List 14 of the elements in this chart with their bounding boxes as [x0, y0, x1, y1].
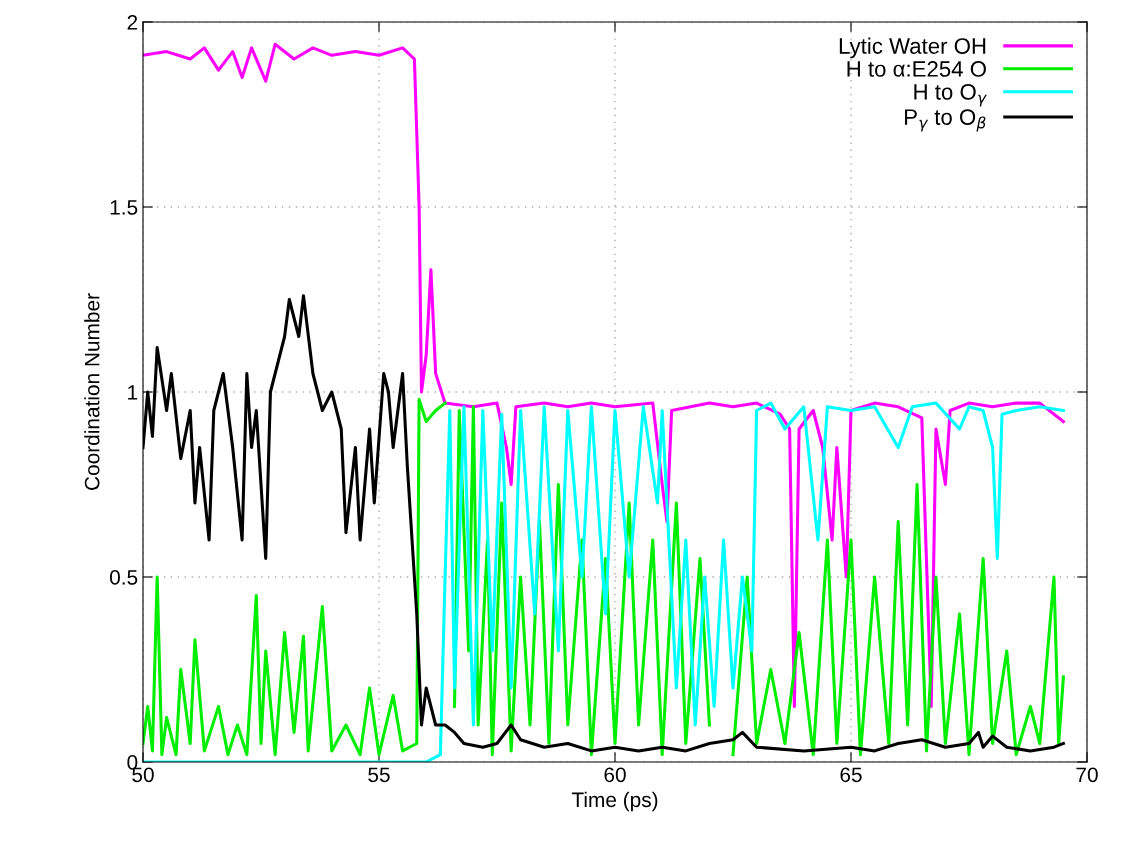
y-tick-label: 1	[128, 385, 138, 400]
y-axis-title: Coordination Number	[84, 293, 100, 490]
legend-label: H to O$_{γ}$	[914, 83, 987, 107]
x-tick-label: 60	[604, 767, 626, 783]
x-axis-title: Time (ps)	[571, 791, 658, 812]
y-tick-label: 2	[127, 15, 138, 30]
legend-label: P$_{γ}$ to O$_{β}$	[905, 109, 986, 132]
y-tick-label: 1.5	[110, 200, 138, 215]
legend-label: Lytic Water OH	[839, 37, 986, 59]
x-tick-label: 70	[1076, 767, 1098, 783]
x-tick-label: 55	[368, 767, 390, 783]
legend-label: H to α:E254 O	[847, 61, 986, 77]
y-tick-label: 0.5	[109, 570, 138, 585]
x-tick-label: 65	[840, 767, 862, 783]
